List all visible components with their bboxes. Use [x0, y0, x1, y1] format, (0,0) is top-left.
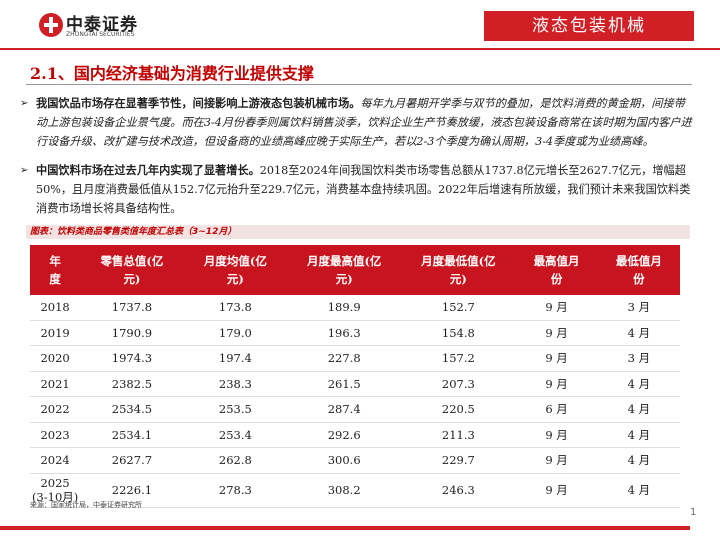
page-number: 1	[690, 507, 697, 518]
footer-bar	[0, 526, 690, 530]
table-cell: 229.7	[401, 447, 516, 474]
table-caption: 图表：饮料类商品零售类值年度汇总表（3~12月）	[26, 225, 690, 239]
table-cell: 278.3	[183, 473, 288, 508]
table-cell: 2025 (3-10月)	[30, 473, 81, 508]
table-cell: 173.8	[183, 295, 288, 321]
table-cell: 9 月	[515, 345, 598, 372]
table-cell: 2382.5	[80, 371, 184, 397]
table-cell: 179.0	[183, 320, 288, 346]
bullet-lead: 中国饮料市场在过去几年内实现了显著增长。	[36, 163, 260, 177]
table-cell: 2022	[30, 396, 81, 423]
table-cell: 2019	[30, 320, 81, 346]
column-header: 年度	[30, 245, 81, 295]
table-cell: 2534.1	[80, 422, 184, 448]
table-cell: 220.5	[401, 396, 516, 423]
table-cell: 152.7	[401, 295, 516, 321]
source: 来源：国家统计局，中泰证券研究所	[30, 501, 142, 509]
table-cell: 238.3	[183, 371, 288, 397]
section-title: 2.1、国内经济基础为消费行业提供支撑	[30, 64, 314, 83]
bullet: ➢ 中国饮料市场在过去几年内实现了显著增长。2018至2024年间我国饮料类市场零…	[20, 163, 691, 215]
table-cell: 2021	[30, 371, 81, 397]
table-cell: 4 月	[597, 320, 680, 346]
table-cell: 253.5	[183, 396, 288, 423]
column-header: 零售总值(亿元)	[80, 245, 184, 295]
table-cell: 4 月	[597, 422, 680, 448]
table-cell: 9 月	[515, 473, 598, 508]
table-cell: 1790.9	[80, 320, 184, 346]
table-cell: 2226.1	[80, 473, 184, 508]
table-cell: 9 月	[515, 371, 598, 397]
table-cell: 253.4	[183, 422, 288, 448]
column-header: 最低值月份	[597, 245, 680, 295]
bullet-text: 2018至2024年间我国饮料类市场零售总额从1737.8亿元增长至2627.7…	[36, 164, 691, 215]
table-cell: 3 月	[597, 345, 680, 372]
table-cell: 287.4	[287, 396, 402, 423]
table-cell: 3 月	[597, 295, 680, 321]
industry-tag: 液态包装机械	[484, 11, 694, 41]
logo-icon	[39, 13, 63, 37]
logo-subtext: ZHONGTAI SECURITIES	[66, 31, 135, 38]
table-cell: 4 月	[597, 473, 680, 508]
bullet-text: 每年九月暑期开学季与双节的叠加，是饮料消费的黄金期，间接带动上游包装设备企业景气…	[36, 97, 692, 148]
table-cell: 157.2	[401, 345, 516, 372]
table-cell: 2534.5	[80, 396, 184, 423]
table-cell: 197.4	[183, 345, 288, 372]
table-cell: 9 月	[515, 447, 598, 474]
table-cell: 246.3	[401, 473, 516, 508]
table-cell: 300.6	[287, 447, 402, 474]
logo-text: 中泰证券	[66, 15, 138, 35]
table-cell: 2018	[30, 295, 81, 321]
data-table: 年度 零售总值(亿元) 月度均值(亿元) 月度最高值(亿元) 月度最低值(亿元) 最高值月…	[30, 245, 680, 508]
table-cell: 4 月	[597, 371, 680, 397]
column-header: 月度均值(亿元)	[183, 245, 288, 295]
table-cell: 2627.7	[80, 447, 184, 474]
table-cell: 4 月	[597, 447, 680, 474]
table-cell: 4 月	[597, 396, 680, 423]
table-cell: 211.3	[401, 422, 516, 448]
bullet-lead: 我国饮品市场存在显著季节性，间接影响上游液态包装机械市场。	[36, 96, 361, 110]
table-cell: 189.9	[287, 295, 402, 321]
table-cell: 9 月	[515, 295, 598, 321]
table-cell: 2020	[30, 345, 81, 372]
column-header: 月度最高值(亿元)	[287, 245, 402, 295]
table-cell: 227.8	[287, 345, 402, 372]
table-cell: 308.2	[287, 473, 402, 508]
table-cell: 292.6	[287, 422, 402, 448]
table-cell: 2024	[30, 447, 81, 474]
table-cell: 1974.3	[80, 345, 184, 372]
table-cell: 9 月	[515, 320, 598, 346]
table-cell: 196.3	[287, 320, 402, 346]
table-cell: 207.3	[401, 371, 516, 397]
column-header: 月度最低值(亿元)	[401, 245, 516, 295]
table-cell: 261.5	[287, 371, 402, 397]
title-rule	[26, 84, 692, 85]
table-cell: 9 月	[515, 422, 598, 448]
table-cell: 1737.8	[80, 295, 184, 321]
table-cell: 262.8	[183, 447, 288, 474]
table-cell: 2023	[30, 422, 81, 448]
table-cell: 6 月	[515, 396, 598, 423]
column-header: 最高值月份	[515, 245, 598, 295]
table-cell: 154.8	[401, 320, 516, 346]
bullet: ➢ 我国饮品市场存在显著季节性，间接影响上游液态包装机械市场。每年九月暑期开学季与…	[20, 96, 692, 148]
header-rule	[0, 48, 720, 50]
